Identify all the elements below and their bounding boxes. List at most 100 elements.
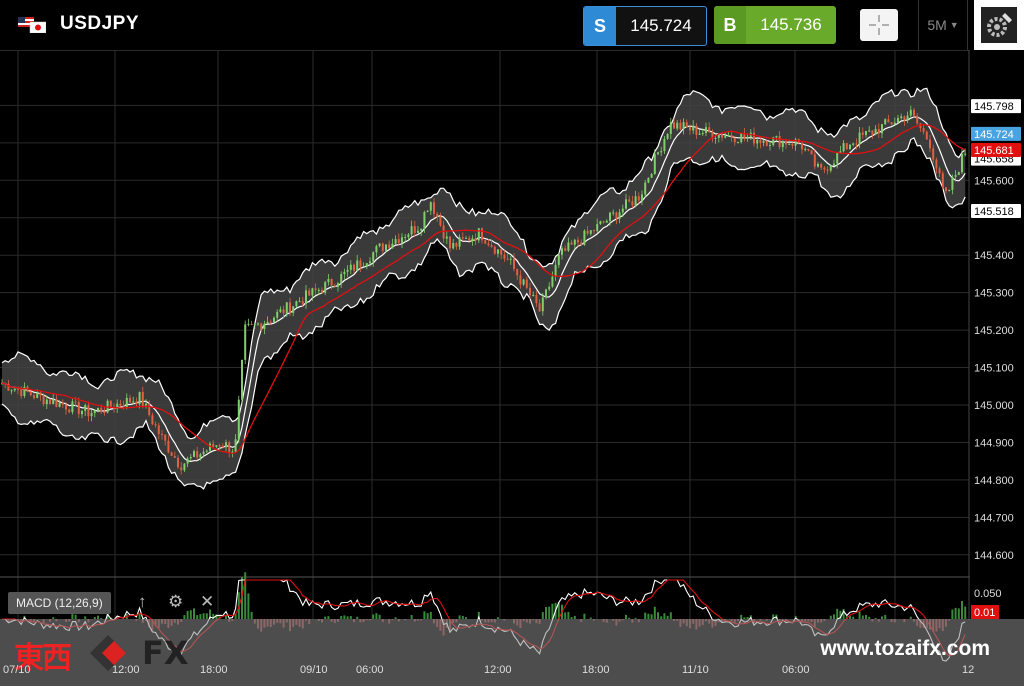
- candle-body: [801, 142, 803, 150]
- candle-body: [327, 278, 330, 283]
- candle-body: [100, 407, 103, 413]
- macd-indicator-label[interactable]: MACD (12,26,9): [8, 592, 111, 614]
- candle-body: [77, 402, 80, 415]
- arrow-up-icon[interactable]: ↑: [138, 592, 147, 611]
- macd-histogram-bar: [836, 608, 839, 619]
- macd-histogram-bar: [567, 611, 570, 619]
- macd-current-label: 0.01: [974, 607, 995, 619]
- moving-average: [1, 124, 966, 455]
- time-tick-label: 07/10: [3, 664, 31, 676]
- buy-button[interactable]: B 145.736: [714, 6, 836, 44]
- candle-body: [676, 122, 679, 129]
- candle-body: [298, 301, 301, 303]
- candle-body: [119, 403, 122, 406]
- candle-body: [465, 237, 467, 239]
- gear-icon[interactable]: ⚙: [168, 592, 184, 611]
- price-tick-label: 145.200: [974, 325, 1014, 337]
- macd-histogram-bar: [378, 614, 381, 619]
- price-tick-label: 144.800: [974, 475, 1014, 487]
- candle-body: [605, 220, 608, 223]
- candle-body: [285, 302, 288, 314]
- candle-body: [794, 139, 797, 146]
- candle-body: [513, 258, 515, 269]
- candle-body: [932, 148, 935, 160]
- candle-body: [36, 392, 39, 399]
- candle-body: [449, 236, 451, 249]
- candle-body: [951, 176, 954, 190]
- candle-body: [61, 402, 64, 405]
- brand-logo-cjk: 東西: [14, 641, 72, 676]
- close-icon[interactable]: ✕: [200, 592, 215, 611]
- candle-body: [161, 434, 163, 436]
- timeframe-label: 5M: [927, 17, 947, 33]
- candle-body: [122, 405, 125, 407]
- macd-histogram-bar: [394, 617, 397, 619]
- sell-button[interactable]: S 145.724: [583, 6, 707, 46]
- candle-body: [573, 239, 576, 245]
- macd-histogram-bar: [196, 615, 199, 619]
- macd-histogram-bar: [71, 614, 74, 619]
- candle-body: [417, 230, 419, 233]
- timeframe-select[interactable]: 5M ▼: [918, 0, 968, 50]
- candle-body: [234, 439, 237, 452]
- candle-body: [343, 271, 346, 275]
- candle-body: [372, 252, 375, 262]
- candle-body: [810, 150, 813, 155]
- candle-body: [554, 264, 557, 277]
- symbol-title[interactable]: USDJPY: [60, 13, 140, 34]
- candle-body: [490, 245, 493, 247]
- candle-body: [145, 403, 147, 407]
- candle-body: [698, 133, 701, 135]
- candle-body: [871, 130, 874, 135]
- candle-body: [273, 317, 275, 323]
- macd-histogram-bar: [250, 611, 253, 619]
- candle-body: [218, 445, 221, 447]
- candle-body: [455, 242, 458, 247]
- candle-body: [788, 143, 791, 145]
- macd-histogram-bar: [183, 615, 186, 619]
- candle-body: [359, 260, 362, 267]
- gear-icon: [981, 7, 1017, 43]
- price-marker-label: 145.518: [974, 206, 1014, 218]
- candle-body: [10, 390, 13, 392]
- candle-body: [420, 228, 423, 231]
- candle-body: [660, 151, 663, 153]
- candle-body: [493, 246, 496, 254]
- price-marker: [971, 126, 1021, 141]
- macd-histogram-bar: [954, 607, 957, 619]
- candle-body: [714, 137, 717, 139]
- macd-histogram-bar: [186, 610, 189, 619]
- candle-body: [93, 410, 96, 414]
- candle-body: [439, 216, 442, 226]
- candle-body: [215, 445, 218, 447]
- macd-histogram-bar: [209, 609, 211, 619]
- candle-body: [378, 243, 381, 247]
- candle-body: [292, 306, 295, 313]
- candle-body: [829, 165, 832, 171]
- chart-settings-button[interactable]: [974, 0, 1024, 50]
- macd-histogram-bar: [215, 614, 218, 619]
- price-tick-label: 145.600: [974, 175, 1014, 187]
- macd-histogram-bar: [849, 616, 851, 619]
- macd-histogram-bar: [410, 615, 413, 619]
- candle-body: [189, 456, 192, 459]
- price-tick-label: 145.100: [974, 363, 1014, 375]
- candle-body: [186, 458, 189, 464]
- macd-histogram-bar: [909, 616, 912, 619]
- macd-histogram-bar: [244, 572, 247, 619]
- candle-body: [349, 264, 352, 270]
- macd-histogram-bar: [84, 616, 87, 619]
- crosshair-button[interactable]: [860, 9, 898, 41]
- candle-body: [42, 395, 45, 405]
- candle-body: [634, 196, 637, 206]
- candle-body: [177, 457, 179, 468]
- candle-body: [413, 226, 416, 233]
- candle-body: [727, 135, 730, 137]
- candle-body: [221, 445, 224, 448]
- candle-body: [391, 243, 394, 249]
- candle-body: [33, 395, 35, 399]
- candle-body: [279, 309, 282, 312]
- candle-body: [708, 127, 711, 132]
- candle-body: [410, 226, 413, 235]
